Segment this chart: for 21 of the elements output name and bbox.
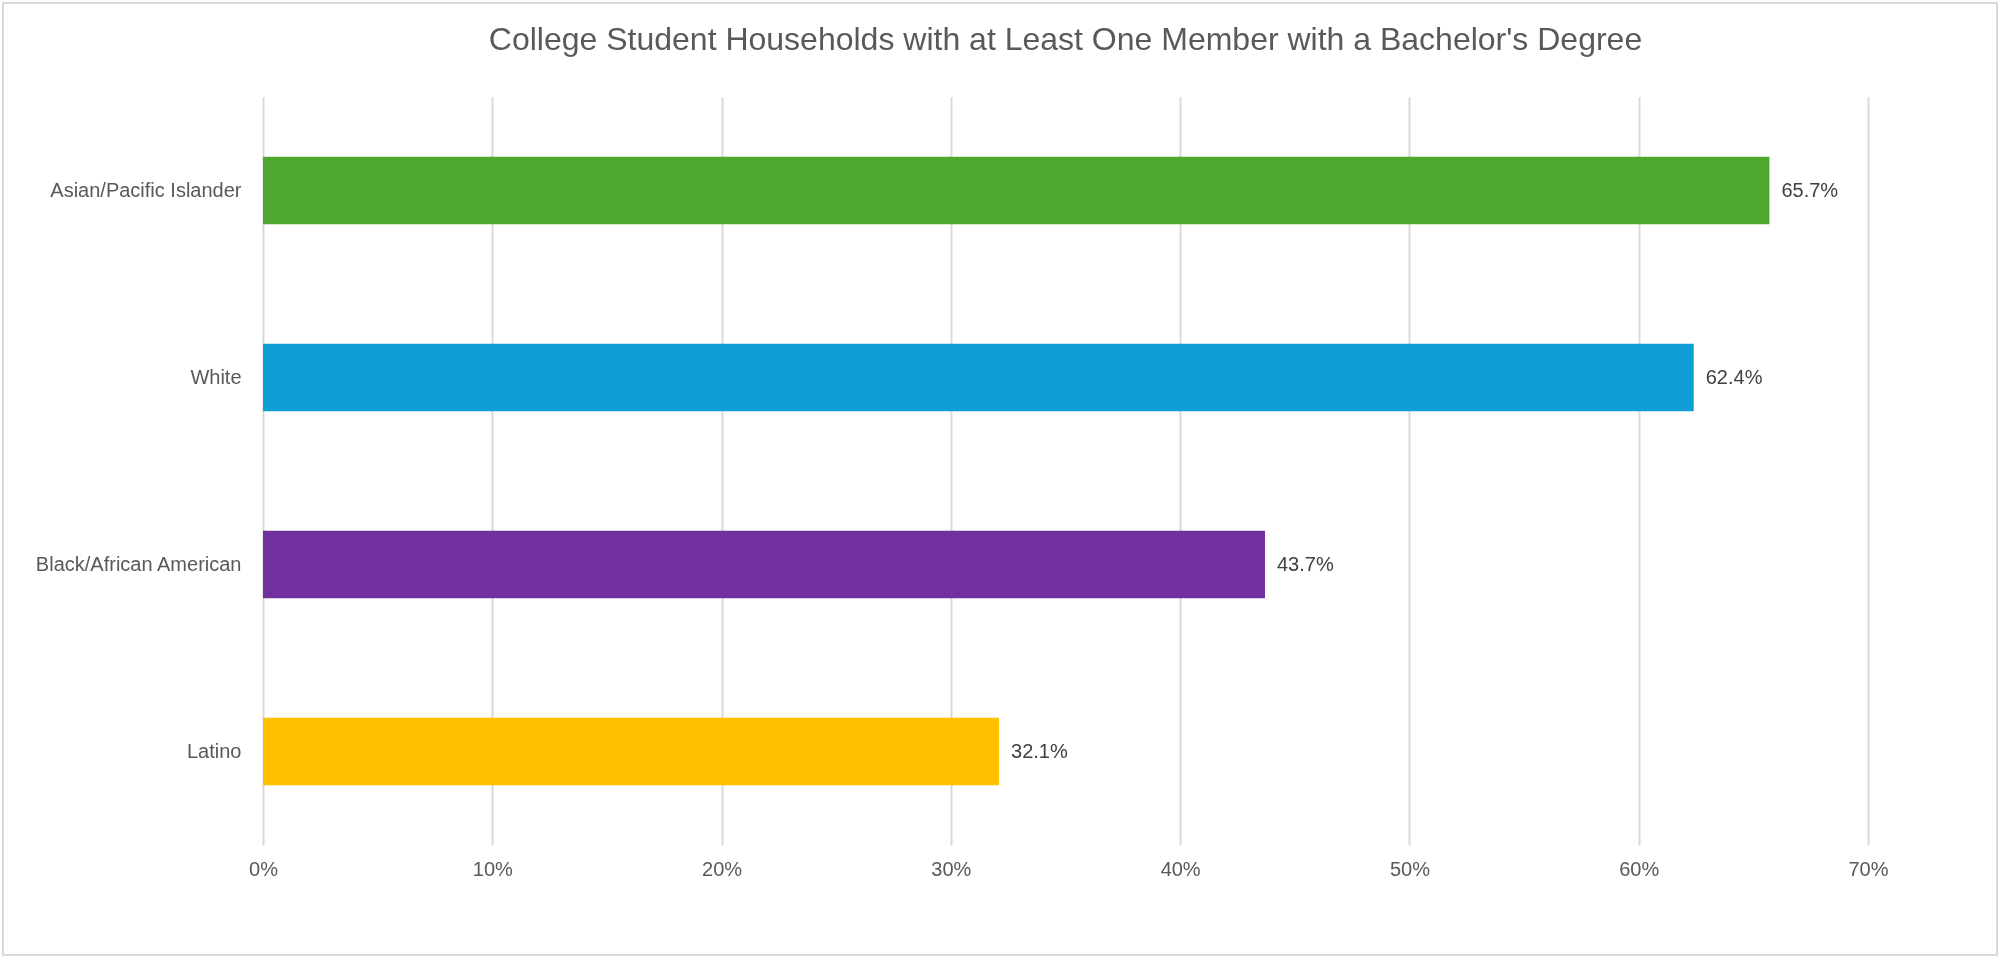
data-label: 65.7% [1781,178,1839,201]
y-tick-label: Asian/Pacific Islander [50,178,242,201]
x-tick-label: 40% [1160,857,1201,880]
y-tick-label: White [190,365,242,388]
x-tick-label: 70% [1848,857,1889,880]
bar [263,156,1770,225]
x-tick-label: 30% [931,857,972,880]
data-label: 62.4% [1705,365,1763,388]
data-label: 32.1% [1011,739,1068,762]
x-tick-label: 20% [702,857,743,880]
bar [263,343,1694,412]
chart-title: College Student Households with at Least One Member with a Bachelor's Degree [488,21,1643,57]
x-tick-label: 10% [472,857,514,880]
x-tick-label: 50% [1389,857,1431,880]
bar [263,717,1000,786]
bar [263,530,1265,599]
y-tick-label: Black/African American [35,552,242,575]
x-tick-label: 0% [249,857,279,880]
data-label: 43.7% [1276,552,1334,575]
x-tick-label: 60% [1619,857,1660,880]
y-tick-label: Latino [187,739,242,762]
